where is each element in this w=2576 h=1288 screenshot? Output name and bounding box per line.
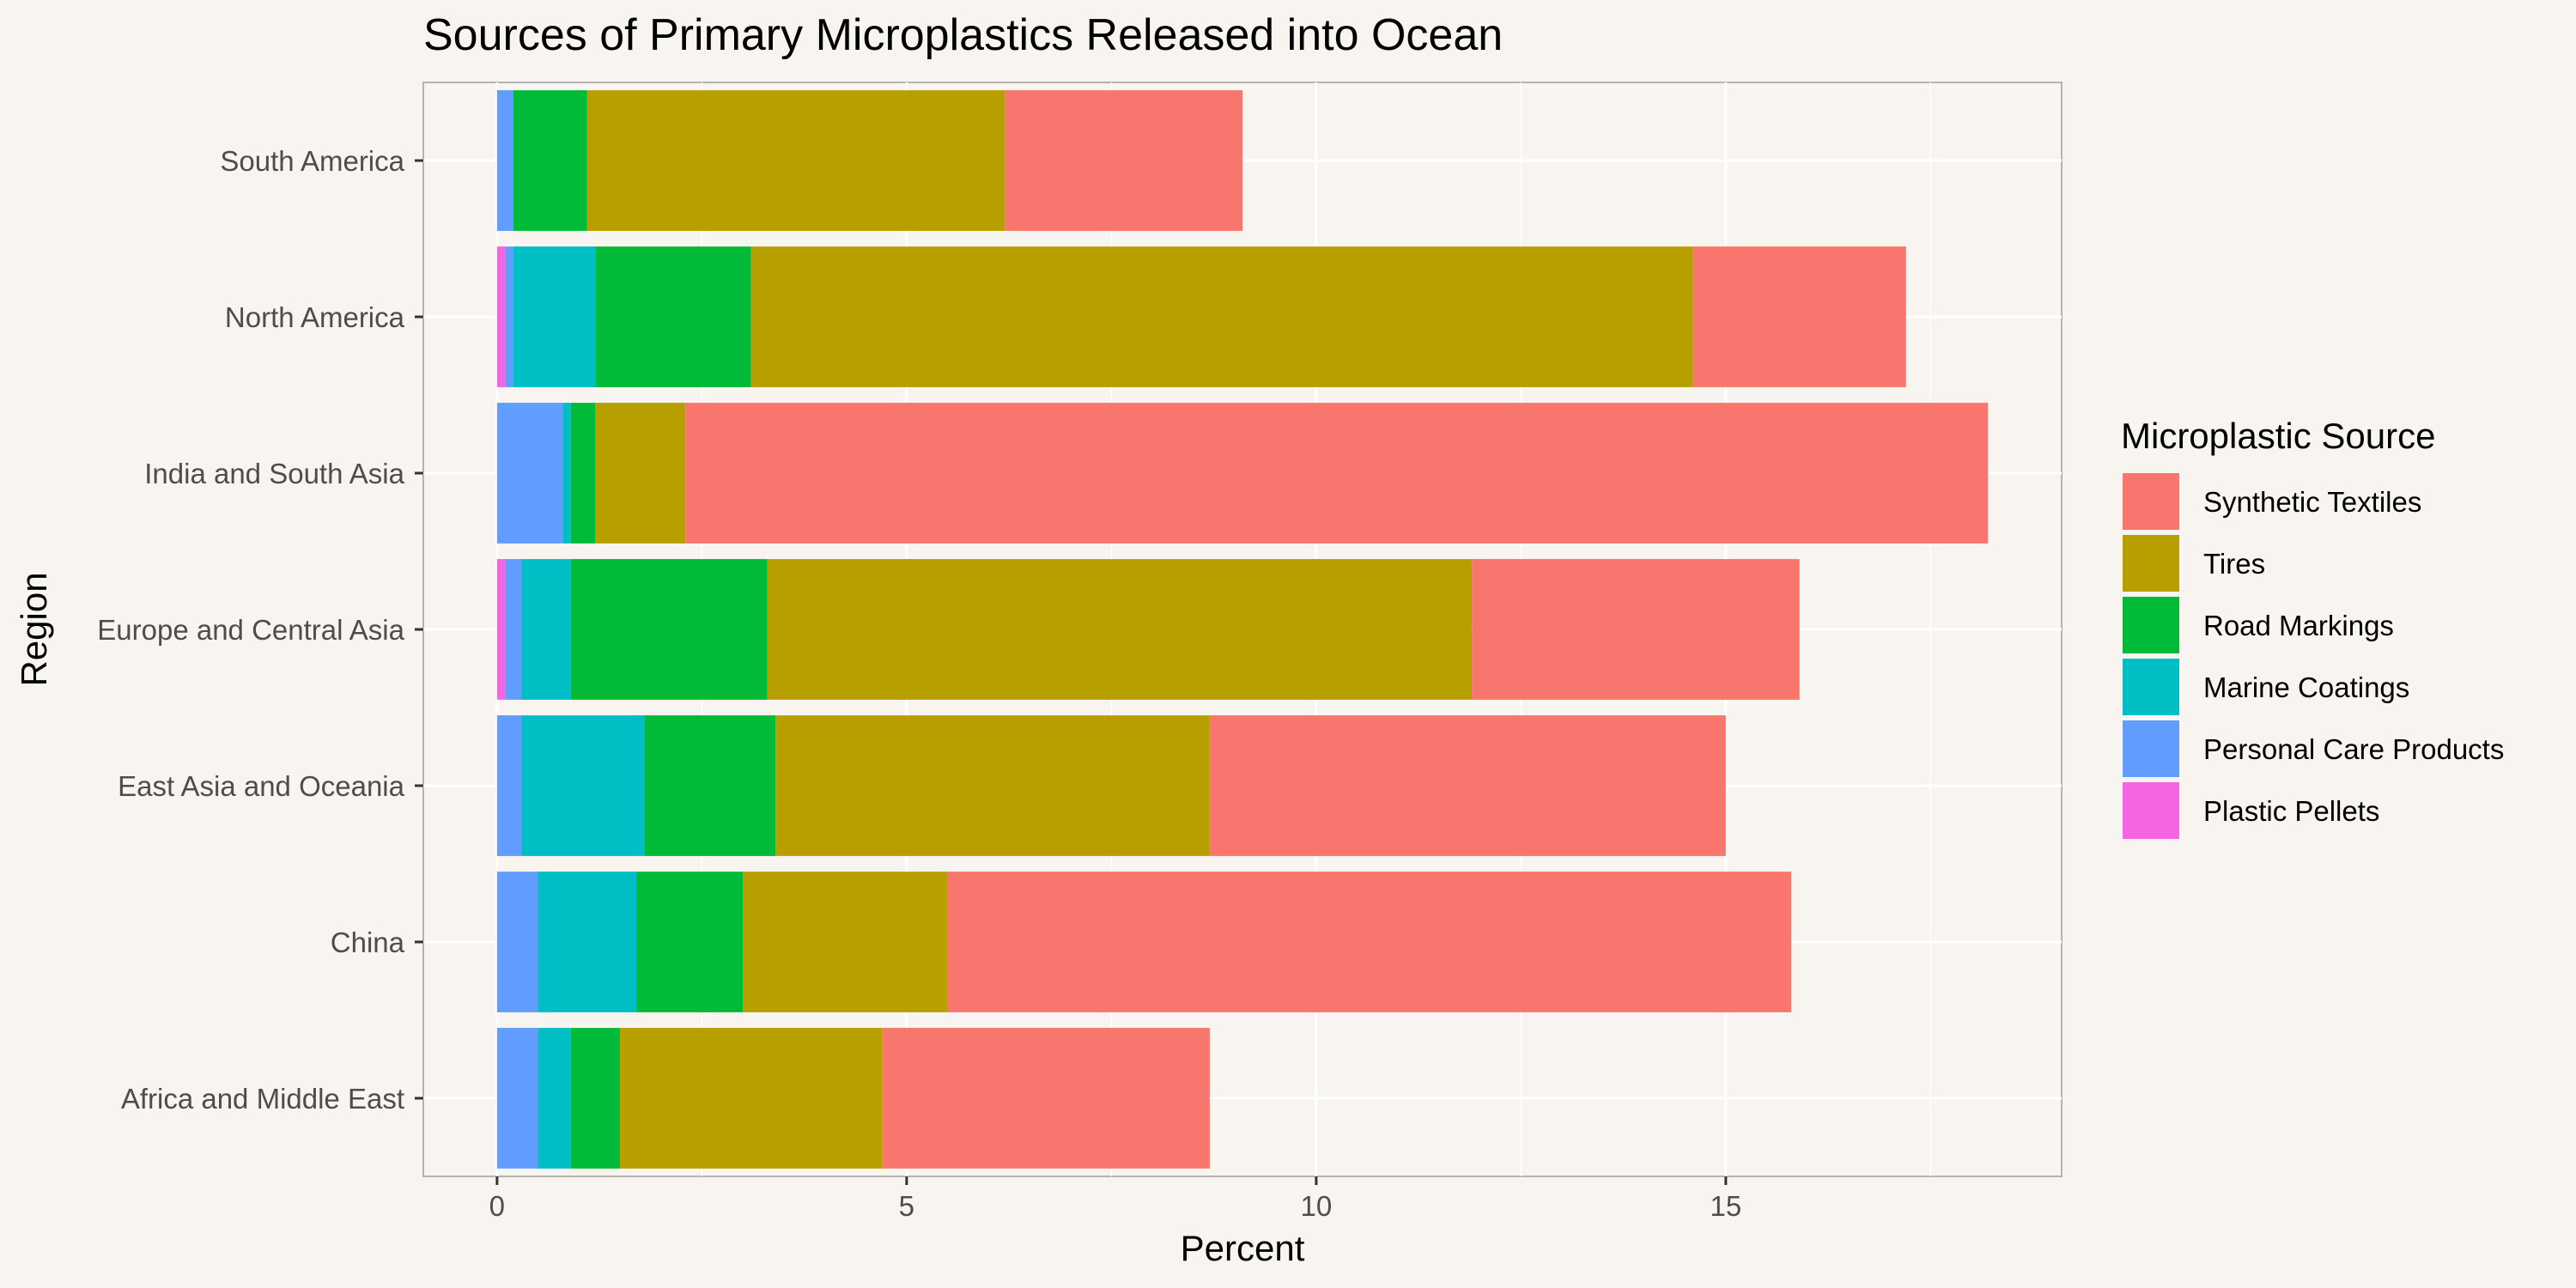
bar-segment [570, 403, 596, 544]
bar-segment [586, 90, 1005, 231]
legend-label: Personal Care Products [2203, 733, 2504, 765]
legend-label: Road Markings [2203, 610, 2394, 641]
y-axis-ticks: South America North America India and Sout… [97, 145, 423, 1115]
legend-items: Synthetic Textiles Tires Road Markings Mari… [2123, 473, 2504, 839]
x-tick-label: 5 [899, 1190, 914, 1222]
chart-title: Sources of Primary Microplastics Release… [423, 10, 1503, 60]
legend-swatch [2123, 473, 2179, 530]
bar-segment [685, 403, 1989, 544]
bar-segment [1209, 715, 1726, 856]
bar-segment [767, 559, 1473, 700]
bar-segment [496, 715, 522, 856]
bar-segment [505, 246, 513, 387]
legend-label: Tires [2203, 548, 2265, 580]
x-axis-ticks: 0 5 10 15 [489, 1176, 1742, 1222]
bar-segment [496, 872, 538, 1012]
y-tick-label: East Asia and Oceania [118, 770, 405, 802]
bar-segment [562, 403, 571, 544]
legend-swatch [2123, 535, 2179, 592]
legend-swatch [2123, 597, 2179, 653]
bar-segment [947, 872, 1792, 1012]
bar-segment [619, 1028, 883, 1169]
bar-segment [750, 246, 1693, 387]
bar-segment [496, 559, 506, 700]
legend-label: Marine Coatings [2203, 671, 2409, 703]
y-tick-label: South America [220, 145, 404, 177]
y-tick-label: Europe and Central Asia [97, 614, 404, 646]
bar-segment [570, 1028, 620, 1169]
bar-segment [636, 872, 744, 1012]
legend-swatch [2123, 659, 2179, 715]
bar-segment [1472, 559, 1800, 700]
bar-segment [538, 1028, 571, 1169]
bar-segment [496, 246, 506, 387]
bar-segment [496, 1028, 538, 1169]
y-tick-label: Africa and Middle East [121, 1083, 404, 1115]
legend-swatch [2123, 782, 2179, 839]
legend: Microplastic Source Synthetic Textiles Ti… [2121, 416, 2504, 839]
bar-segment [743, 872, 948, 1012]
bar-segment [521, 715, 645, 856]
x-tick-label: 0 [489, 1190, 505, 1222]
bar-segment [595, 403, 686, 544]
bar-segment [538, 872, 637, 1012]
bar-segment [513, 90, 587, 231]
bar-segment [595, 246, 751, 387]
bar-segment [644, 715, 776, 856]
bars [496, 90, 1989, 1169]
bar-segment [496, 403, 563, 544]
y-tick-label: North America [225, 301, 405, 333]
y-tick-label: India and South Asia [144, 458, 404, 489]
bar-segment [521, 559, 571, 700]
y-axis-title: Region [14, 572, 54, 686]
bar-segment [513, 246, 596, 387]
bar-segment [1005, 90, 1242, 231]
x-axis-title: Percent [1181, 1228, 1305, 1268]
legend-title: Microplastic Source [2121, 416, 2435, 456]
legend-label: Plastic Pellets [2203, 795, 2379, 827]
bar-segment [882, 1028, 1210, 1169]
y-tick-label: China [331, 927, 405, 958]
legend-label: Synthetic Textiles [2203, 486, 2421, 518]
bar-segment [1692, 246, 1906, 387]
bar-segment [505, 559, 522, 700]
legend-swatch [2123, 720, 2179, 777]
x-tick-label: 10 [1301, 1190, 1333, 1222]
x-tick-label: 15 [1710, 1190, 1742, 1222]
bar-segment [775, 715, 1210, 856]
bar-segment [570, 559, 768, 700]
bar-segment [496, 90, 513, 231]
